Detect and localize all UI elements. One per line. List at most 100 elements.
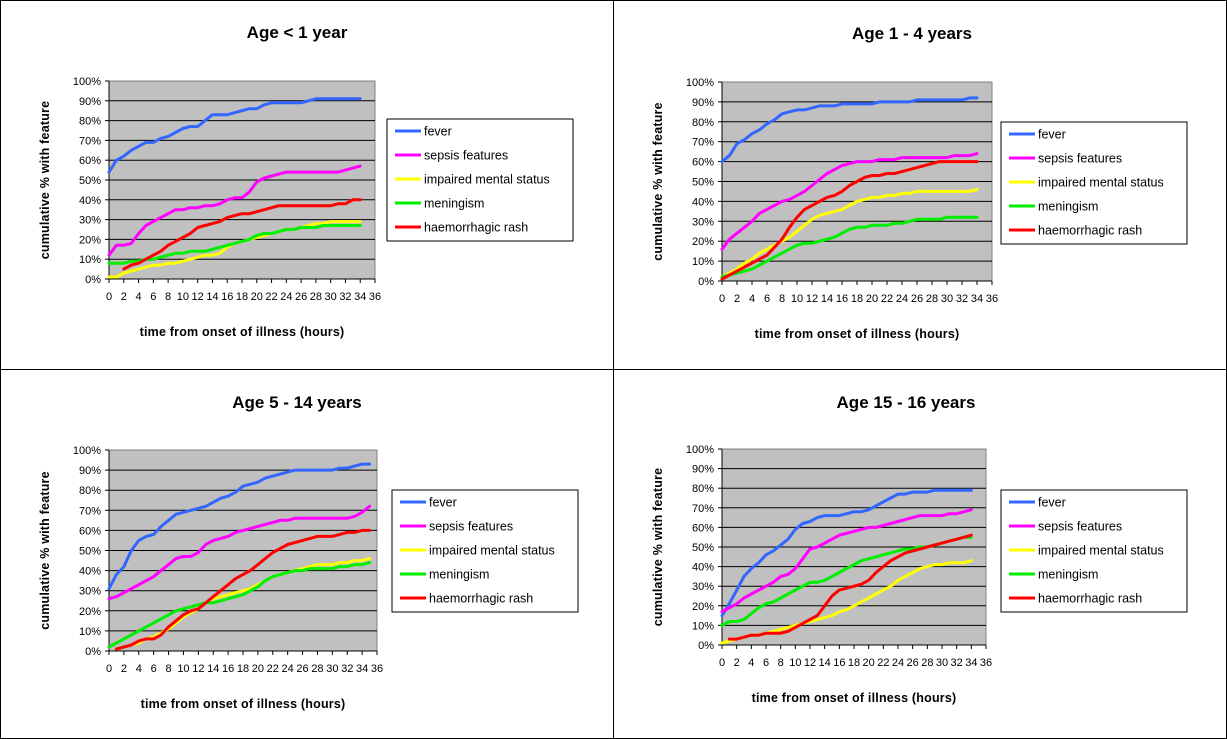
y-tick-label: 70% (79, 505, 101, 517)
x-tick-label: 16 (833, 657, 845, 669)
x-tick-label: 32 (956, 293, 968, 305)
x-tick-label: 18 (237, 663, 249, 675)
x-tick-label: 28 (926, 293, 938, 305)
legend-label: haemorrhagic rash (1038, 224, 1142, 238)
legend-label: fever (424, 125, 452, 139)
x-tick-label: 24 (896, 293, 908, 305)
y-axis-label: cumulative % with feature (651, 102, 665, 261)
x-tick-label: 10 (177, 291, 189, 303)
x-tick-label: 30 (936, 657, 948, 669)
y-axis-label: cumulative % with feature (651, 468, 665, 627)
x-tick-label: 30 (325, 291, 337, 303)
x-tick-label: 14 (821, 293, 833, 305)
y-tick-label: 30% (79, 586, 101, 598)
legend-label: sepsis features (424, 149, 508, 163)
x-tick-label: 14 (206, 291, 218, 303)
y-tick-label: 100% (73, 76, 101, 88)
x-tick-label: 14 (819, 657, 831, 669)
x-tick-label: 28 (311, 663, 323, 675)
series-line-5 (122, 198, 362, 271)
series-line-2 (720, 152, 979, 251)
x-tick-label: 8 (165, 663, 171, 675)
x-tick-label: 4 (749, 293, 755, 305)
x-tick-label: 6 (763, 657, 769, 669)
x-tick-label: 20 (863, 657, 875, 669)
y-tick-label: 30% (692, 216, 714, 228)
y-tick-label: 90% (692, 464, 714, 476)
legend-label: haemorrhagic rash (424, 221, 528, 235)
x-tick-label: 12 (192, 291, 204, 303)
series-line-1 (720, 488, 973, 618)
legend-label: meningism (1038, 200, 1098, 214)
legend-label: fever (429, 496, 457, 510)
x-tick-label: 28 (310, 291, 322, 303)
x-tick-label: 6 (151, 663, 157, 675)
y-tick-label: 90% (79, 96, 101, 108)
chart-svg: Age 15 - 16 years 0% 10% 20% 30% 40% 50% 60% 70%… (651, 393, 1188, 705)
series-line-4 (720, 215, 979, 279)
x-tick-label: 4 (748, 657, 754, 669)
chart-panel-4: Age 15 - 16 years 0% 10% 20% 30% 40% 50% 60% 70%… (613, 369, 1227, 739)
x-tick-label: 16 (836, 293, 848, 305)
x-tick-label: 32 (339, 291, 351, 303)
y-axis-label: cumulative % with feature (38, 101, 52, 260)
x-tick-label: 8 (778, 657, 784, 669)
y-tick-label: 90% (692, 97, 714, 109)
y-tick-label: 20% (79, 234, 101, 246)
y-tick-label: 100% (686, 444, 714, 456)
y-tick-label: 0% (85, 274, 101, 286)
series-line-5 (727, 533, 973, 641)
x-tick-label: 4 (136, 663, 142, 675)
x-tick-label: 30 (941, 293, 953, 305)
series-line-3 (114, 557, 372, 651)
x-tick-label: 8 (165, 291, 171, 303)
x-tick-label: 26 (296, 663, 308, 675)
x-tick-label: 20 (252, 663, 264, 675)
legend-label: haemorrhagic rash (1038, 592, 1142, 606)
y-tick-label: 40% (79, 195, 101, 207)
legend-label: impaired mental status (429, 544, 555, 558)
chart-title: Age 5 - 14 years (232, 393, 361, 412)
legend-label: sepsis features (1038, 520, 1122, 534)
x-tick-label: 2 (734, 657, 740, 669)
y-tick-label: 0% (698, 640, 714, 652)
series-line-2 (107, 164, 362, 257)
x-tick-label: 36 (986, 293, 998, 305)
y-tick-label: 0% (85, 646, 101, 658)
legend-label: meningism (429, 568, 489, 582)
x-tick-label: 22 (265, 291, 277, 303)
x-tick-label: 0 (719, 657, 725, 669)
x-axis-label: time from onset of illness (hours) (755, 327, 960, 341)
y-axis-label: cumulative % with feature (38, 471, 52, 630)
x-tick-label: 22 (267, 663, 279, 675)
y-tick-label: 30% (79, 215, 101, 227)
series-line-2 (107, 504, 372, 601)
y-tick-label: 10% (79, 626, 101, 638)
x-tick-label: 6 (150, 291, 156, 303)
chart-title: Age 15 - 16 years (837, 393, 976, 412)
series-line-3 (720, 188, 979, 279)
y-tick-label: 100% (73, 445, 101, 457)
y-tick-label: 80% (692, 483, 714, 495)
x-tick-label: 34 (354, 291, 366, 303)
x-tick-label: 12 (806, 293, 818, 305)
legend-label: impaired mental status (424, 173, 550, 187)
x-tick-label: 18 (848, 657, 860, 669)
chart-title: Age < 1 year (247, 23, 348, 42)
x-tick-label: 22 (881, 293, 893, 305)
x-tick-label: 12 (192, 663, 204, 675)
x-tick-label: 16 (221, 291, 233, 303)
x-tick-label: 34 (971, 293, 983, 305)
chart-svg: Age < 1 year 0% 10% 20% 30% 40% 50% 60% 70% 80% 90… (38, 23, 574, 339)
x-tick-label: 0 (719, 293, 725, 305)
y-tick-label: 10% (692, 256, 714, 268)
x-tick-label: 22 (877, 657, 889, 669)
x-tick-label: 2 (734, 293, 740, 305)
x-tick-label: 16 (222, 663, 234, 675)
y-tick-label: 50% (79, 546, 101, 558)
series-line-5 (720, 160, 979, 281)
y-tick-label: 20% (692, 236, 714, 248)
y-tick-label: 70% (692, 137, 714, 149)
legend-label: sepsis features (1038, 152, 1122, 166)
y-tick-label: 80% (692, 117, 714, 129)
